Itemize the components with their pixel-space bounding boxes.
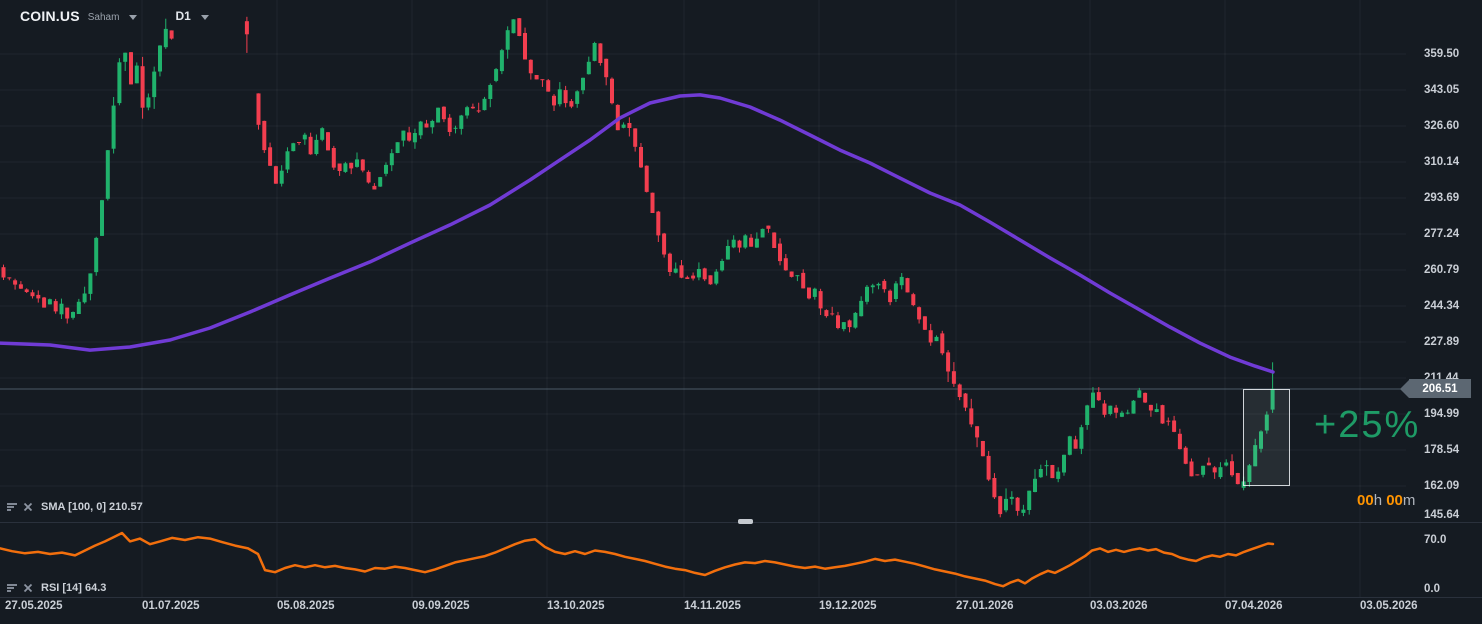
gain-annotation: +25% [1314,404,1421,446]
sma-label: SMA [100, 0] 210.57 [41,501,143,513]
indicator-close-icon[interactable] [23,502,33,512]
date-tick-label: 09.09.2025 [412,600,470,612]
price-tick-label: 227.89 [1424,336,1460,348]
date-tick-label: 27.01.2026 [956,600,1014,612]
candle-countdown: 00h 00m [1357,492,1415,509]
price-tick-label: 178.54 [1424,444,1460,456]
countdown-minutes-unit: m [1402,492,1416,509]
rsi-label: RSI [14] 64.3 [41,582,107,594]
date-tick-label: 13.10.2025 [547,600,605,612]
chevron-down-icon [129,14,138,20]
sma-indicator-row: SMA [100, 0] 210.57 [6,501,143,513]
date-tick-label: 01.07.2025 [142,600,200,612]
price-tick-label: 293.69 [1424,192,1460,204]
date-tick-label: 05.08.2025 [277,600,335,612]
current-price-value: 206.51 [1409,379,1471,398]
price-tick-label: 310.14 [1424,156,1460,168]
highlight-box [1243,389,1290,486]
date-tick-label: 07.04.2026 [1225,600,1283,612]
price-tick-label: 0.0 [1424,583,1440,595]
price-tick-label: 343.05 [1424,84,1460,96]
market-type-label: Saham [87,11,120,23]
symbol-selector[interactable]: COIN.US Saham [20,8,138,24]
indicator-settings-icon[interactable] [6,502,18,512]
timeframe-selector[interactable]: D1 [175,9,209,23]
pane-resize-handle[interactable] [738,519,753,524]
candles-layer [1,16,1275,518]
timeframe-label: D1 [175,9,191,23]
price-tick-label: 277.24 [1424,228,1460,240]
price-tick-label: 359.50 [1424,48,1460,60]
chevron-down-icon [200,14,209,20]
price-tick-label: 326.60 [1424,120,1460,132]
price-tick-label: 145.64 [1424,509,1460,521]
countdown-hours-unit: h [1373,492,1387,509]
date-tick-label: 03.03.2026 [1090,600,1148,612]
date-tick-label: 14.11.2025 [684,600,741,612]
date-tick-label: 27.05.2025 [5,600,63,612]
price-tick-label: 260.79 [1424,264,1460,276]
indicator-settings-icon[interactable] [6,583,18,593]
price-tag-arrow-icon [1400,379,1409,398]
price-tick-label: 194.99 [1424,408,1460,420]
date-tick-label: 19.12.2025 [819,600,877,612]
date-tick-label: 03.05.2026 [1360,600,1418,612]
symbol-name: COIN.US [20,8,80,24]
countdown-hours: 00 [1357,492,1374,509]
price-tick-label: 162.09 [1424,480,1460,492]
current-price-tag: 206.51 [1400,379,1471,398]
indicator-close-icon[interactable] [23,583,33,593]
price-tick-label: 70.0 [1424,534,1447,546]
price-tick-label: 244.34 [1424,300,1460,312]
countdown-minutes: 00 [1386,492,1403,509]
axis-divider [0,597,1482,598]
rsi-indicator-row: RSI [14] 64.3 [6,582,106,594]
symbol-header: COIN.US Saham D1 [20,8,209,24]
